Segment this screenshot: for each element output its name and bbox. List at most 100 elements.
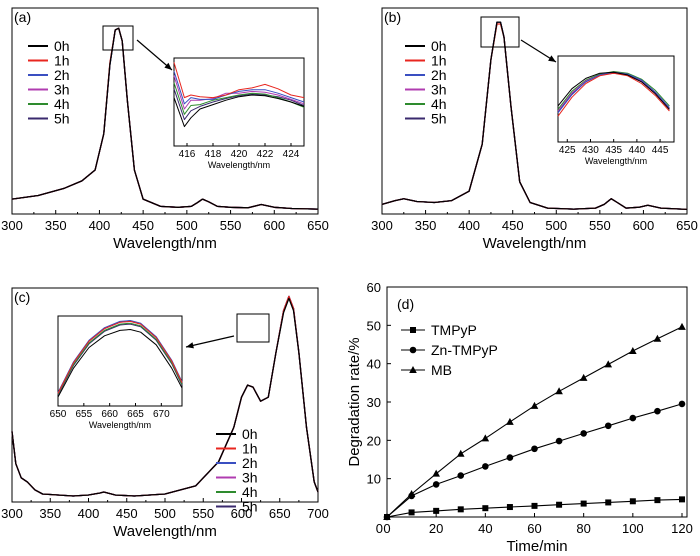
- legend-label: 5h: [54, 111, 70, 127]
- inset-series-line-1h: [173, 62, 305, 99]
- inset-series-line-2h: [173, 71, 305, 105]
- panel-a: 300 350 400 450 500 550 600 650 Wavelength/nm (a)…: [1, 7, 329, 252]
- data-point-MB: [653, 334, 662, 342]
- legend-label: MB: [431, 362, 452, 378]
- legend-marker: [409, 366, 417, 373]
- inset-series-line-5h: [173, 88, 305, 121]
- x-tick-label: 650: [676, 218, 698, 233]
- data-point-Zn-TMPyP: [604, 422, 612, 430]
- y-tick-label: 30: [367, 395, 381, 410]
- zoom-arrow-head: [186, 342, 194, 349]
- x-tick-label: 80: [576, 521, 590, 536]
- series-line-Zn-TMPyP: [386, 403, 683, 518]
- x-tick-label: 450: [116, 506, 138, 521]
- inset-x-tick-label: 440: [629, 145, 646, 156]
- y-tick-label-zero: 0: [376, 521, 383, 536]
- legend-label: 4h: [431, 96, 447, 112]
- zoom-arrow-head: [548, 55, 556, 62]
- legend-label: 5h: [431, 111, 447, 127]
- data-point-Zn-TMPyP: [629, 414, 637, 422]
- y-tick-label: 10: [367, 472, 381, 487]
- inset-frame: [557, 55, 675, 143]
- legend-marker: [410, 327, 416, 333]
- data-point-Zn-TMPyP: [654, 407, 661, 415]
- data-point-TMPyP: [433, 507, 440, 514]
- data-point-TMPyP: [629, 498, 636, 505]
- inset-x-tick-label: 655: [75, 409, 92, 420]
- zoom-arrow-head: [164, 62, 172, 70]
- zoom-region-box: [480, 16, 520, 48]
- inset-series-line-4h: [557, 71, 670, 110]
- x-tick-label: 450: [502, 218, 524, 233]
- inset-series-line-4h: [173, 82, 305, 115]
- legend-label: 2h: [54, 67, 70, 83]
- inset-series-line-1h: [557, 72, 670, 117]
- x-tick-label: 550: [589, 218, 611, 233]
- x-tick-label: 20: [429, 521, 443, 536]
- data-point-TMPyP: [605, 499, 612, 506]
- y-tick-label: 60: [367, 280, 381, 295]
- data-point-MB: [530, 401, 539, 409]
- legend-label: 1h: [431, 53, 447, 69]
- x-tick-label: 450: [132, 218, 154, 233]
- data-point-TMPyP: [531, 502, 538, 509]
- legend-label: 3h: [242, 470, 258, 486]
- inset-plot: 425 430 435 440 445 Wavelength/nm: [557, 55, 675, 166]
- x-tick-label: 350: [45, 218, 67, 233]
- data-point-Zn-TMPyP: [555, 437, 563, 445]
- inset-x-tick-label: 416: [179, 149, 196, 160]
- data-point-Zn-TMPyP: [506, 454, 514, 461]
- data-point-MB: [579, 373, 588, 381]
- data-point-Zn-TMPyP: [678, 400, 686, 408]
- x-axis-label: Wavelength/nm: [483, 235, 587, 252]
- x-tick-label: 400: [458, 218, 480, 233]
- data-point-MB: [407, 490, 416, 497]
- legend-label: Zn-TMPyP: [431, 342, 498, 358]
- legend-label: 0h: [431, 38, 447, 54]
- legend-label: 2h: [242, 455, 258, 471]
- legend-label: 2h: [431, 67, 447, 83]
- inset-x-tick-label: 420: [231, 149, 248, 160]
- legend-label: 0h: [54, 38, 70, 54]
- data-point-MB: [629, 347, 637, 355]
- legend-label: 5h: [242, 499, 258, 515]
- data-point-TMPyP: [408, 509, 415, 516]
- x-tick-label: 300: [371, 218, 393, 233]
- series-line-0h: [381, 21, 688, 211]
- inset-x-tick-label: 422: [257, 149, 274, 160]
- x-tick-label: 550: [220, 218, 242, 233]
- x-tick-label: 300: [1, 218, 23, 233]
- inset-series-line-1h: [57, 320, 183, 394]
- data-point-TMPyP: [506, 504, 513, 511]
- x-tick-label: 500: [176, 218, 198, 233]
- data-point-Zn-TMPyP: [531, 445, 538, 453]
- inset-x-tick-label: 670: [153, 409, 170, 420]
- data-point-Zn-TMPyP: [580, 430, 587, 437]
- y-tick-label: 50: [367, 318, 381, 333]
- inset-plot: 416 418 420 422 424 Wavelength/nm: [173, 57, 305, 170]
- x-tick-label: 400: [89, 218, 111, 233]
- legend-label: 4h: [242, 484, 258, 500]
- data-point-TMPyP: [679, 496, 685, 503]
- data-point-Zn-TMPyP: [482, 463, 489, 470]
- data-point-MB: [678, 322, 686, 330]
- x-axis-label: Wavelength/nm: [113, 235, 217, 252]
- y-tick-label: 20: [367, 433, 381, 448]
- data-point-TMPyP: [654, 497, 661, 504]
- data-point-MB: [604, 360, 613, 368]
- data-point-TMPyP: [482, 505, 489, 512]
- legend-label: 1h: [54, 53, 70, 69]
- inset-x-axis-label: Wavelength/nm: [208, 160, 270, 170]
- x-tick-label: 600: [263, 218, 285, 233]
- legend-label: 3h: [54, 82, 70, 98]
- data-point-MB: [481, 434, 490, 442]
- x-tick-label: 350: [39, 506, 61, 521]
- x-tick-label: 300: [1, 506, 23, 521]
- inset-x-tick-label: 660: [101, 409, 118, 420]
- x-tick-label: 100: [622, 521, 644, 536]
- inset-series-line-0h: [557, 71, 670, 110]
- data-point-MB: [506, 417, 514, 425]
- legend-label: 1h: [242, 441, 258, 457]
- zoom-arrow-line: [185, 335, 235, 348]
- data-point-MB: [456, 449, 465, 457]
